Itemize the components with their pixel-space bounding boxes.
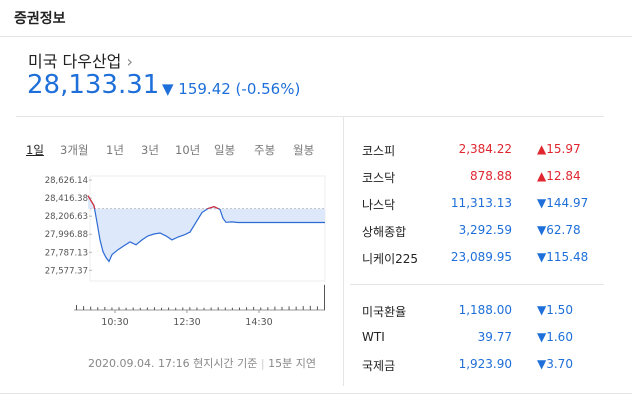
- y-tick-label: 27,577.37: [45, 266, 88, 276]
- market-value: 23,089.95: [450, 250, 512, 264]
- x-tick-label: 14:30: [245, 317, 272, 328]
- market-change: ▼62.78: [537, 223, 581, 237]
- volume-bar: [161, 307, 163, 310]
- y-tick-label: 28,626.14: [45, 176, 88, 186]
- volume-bar: [281, 306, 283, 310]
- market-value: 878.88: [470, 169, 512, 183]
- price-line: [87, 195, 325, 263]
- market-value: 1,923.90: [458, 357, 512, 371]
- volume-bar: [175, 307, 177, 310]
- market-change: ▼3.70: [537, 357, 573, 371]
- market-change: ▼1.50: [537, 303, 573, 317]
- market-change: ▼144.97: [537, 196, 589, 210]
- market-change: ▼115.48: [537, 250, 589, 264]
- y-tick-label: 28,416.38: [45, 194, 88, 204]
- tab[interactable]: 3개월: [60, 143, 89, 157]
- delay: 15분 지연: [268, 357, 316, 370]
- stock-name[interactable]: 미국 다우산업 ›: [28, 48, 133, 72]
- volume-bar: [302, 306, 304, 310]
- volume-bar: [231, 307, 233, 310]
- market-name[interactable]: 니케이225: [362, 252, 419, 266]
- volume-bar: [267, 307, 269, 310]
- stock-name-text[interactable]: 미국 다우산업: [28, 52, 122, 71]
- y-tick-label: 27,787.13: [45, 248, 88, 258]
- chart: 28,626.14 28,416.38 28,206.63 27,996.88 27,7…: [45, 175, 326, 328]
- volume-bar: [97, 307, 99, 310]
- x-tick-label: 10:30: [101, 317, 128, 328]
- price: 28,133.31: [27, 70, 160, 100]
- volume-bar: [139, 307, 141, 310]
- market-value: 11,313.13: [450, 196, 512, 210]
- volume-bar: [189, 307, 191, 310]
- volume-bar: [295, 306, 297, 310]
- timestamp: 2020.09.04. 17:16 현지시간 기준: [88, 357, 258, 370]
- volume-bar: [146, 307, 148, 310]
- x-tick-label: 12:30: [173, 317, 200, 328]
- volume-bar: [224, 307, 226, 310]
- tab[interactable]: 주봉: [254, 143, 276, 157]
- market-value: 1,188.00: [458, 303, 512, 317]
- widget-title: 증권정보: [14, 11, 66, 27]
- volume-bar: [260, 307, 262, 310]
- divider: [343, 116, 344, 386]
- tab[interactable]: 일봉: [214, 143, 236, 157]
- volume-bar: [288, 306, 290, 310]
- y-tick-label: 28,206.63: [45, 212, 88, 222]
- sep: |: [260, 357, 265, 370]
- volume-bar: [132, 307, 134, 310]
- volume-bar: [125, 307, 127, 310]
- volume-bar: [238, 307, 240, 310]
- market-name[interactable]: 코스피: [362, 144, 396, 158]
- volume-bar: [217, 307, 219, 310]
- market-name[interactable]: 상해종합: [362, 225, 407, 239]
- volume-bar: [111, 307, 113, 310]
- market-change: ▲12.84: [537, 169, 581, 183]
- volume-bar: [168, 307, 170, 310]
- market-name[interactable]: 국제금: [362, 359, 396, 373]
- market-value: 3,292.59: [458, 223, 512, 237]
- footer: 2020.09.04. 17:16 현지시간 기준 | 15분 지연: [88, 355, 316, 371]
- tab[interactable]: 3년: [141, 143, 159, 157]
- price-change: ▼ 159.42 (-0.56%): [162, 80, 301, 98]
- volume-bar: [196, 307, 198, 310]
- volume-bar: [118, 307, 120, 310]
- market-name[interactable]: 코스닥: [362, 171, 396, 185]
- volume-bar: [76, 304, 77, 310]
- volume-bar: [309, 305, 311, 310]
- volume-bar: [316, 306, 318, 310]
- area-fill: [88, 195, 325, 262]
- tab[interactable]: 1년: [106, 143, 124, 157]
- market-name[interactable]: WTI: [362, 330, 385, 344]
- volume-bar: [210, 307, 212, 310]
- volume-bar: [90, 306, 92, 310]
- divider: [16, 116, 604, 117]
- market-value: 2,384.22: [458, 142, 512, 156]
- volume-bar: [203, 307, 205, 310]
- volume-bar: [246, 307, 248, 310]
- market-change: ▲15.97: [537, 142, 581, 156]
- volume-bar: [274, 306, 276, 310]
- market-name[interactable]: 나스닥: [362, 198, 396, 212]
- tab[interactable]: 10년: [175, 143, 201, 157]
- market-change: ▼1.60: [537, 330, 573, 344]
- volume-bar: [253, 306, 255, 310]
- y-tick-label: 27,996.88: [45, 230, 88, 240]
- volume-bar: [182, 307, 184, 310]
- divider: [0, 393, 632, 394]
- volume-bar: [83, 306, 85, 310]
- market-value: 39.77: [477, 330, 512, 344]
- volume-bar: [153, 307, 155, 310]
- tab[interactable]: 월봉: [293, 143, 315, 157]
- chevron: ›: [126, 52, 133, 71]
- plot-frame: [89, 175, 326, 282]
- market-name[interactable]: 미국환율: [362, 305, 407, 319]
- volume-bar: [324, 284, 325, 310]
- tab[interactable]: 1일: [26, 143, 44, 157]
- volume-bar: [104, 306, 106, 310]
- divider: [350, 284, 604, 285]
- divider: [0, 36, 632, 37]
